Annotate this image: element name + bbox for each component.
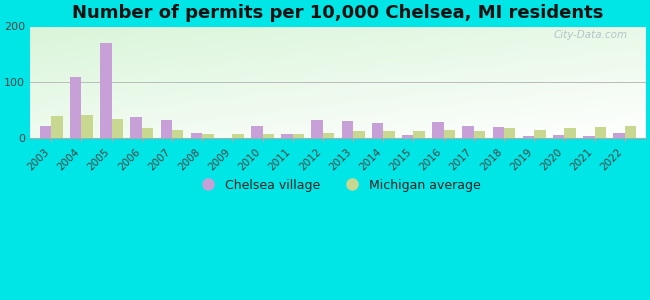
Bar	[142, 128, 153, 138]
Bar	[402, 135, 413, 138]
Bar	[100, 43, 112, 138]
Bar	[342, 122, 353, 138]
Bar	[384, 131, 395, 138]
Bar	[202, 134, 214, 138]
Bar	[553, 135, 564, 138]
Bar	[40, 126, 51, 138]
Bar	[353, 131, 365, 138]
Bar	[474, 131, 486, 138]
Bar	[190, 133, 202, 138]
Bar	[251, 126, 263, 138]
Bar	[504, 128, 515, 138]
Bar	[564, 128, 576, 138]
Bar	[232, 134, 244, 138]
Text: City-Data.com: City-Data.com	[553, 30, 627, 40]
Bar	[595, 127, 606, 138]
Bar	[625, 126, 636, 138]
Bar	[372, 123, 383, 138]
Bar	[323, 133, 334, 138]
Bar	[70, 77, 81, 138]
Bar	[131, 117, 142, 138]
Bar	[112, 118, 123, 138]
Legend: Chelsea village, Michigan average: Chelsea village, Michigan average	[190, 174, 486, 196]
Bar	[534, 130, 545, 138]
Bar	[292, 134, 304, 138]
Bar	[462, 126, 474, 138]
Bar	[81, 115, 93, 138]
Bar	[432, 122, 443, 138]
Bar	[263, 134, 274, 138]
Bar	[172, 130, 183, 138]
Bar	[583, 136, 595, 138]
Bar	[613, 133, 625, 138]
Bar	[493, 127, 504, 138]
Bar	[281, 134, 292, 138]
Bar	[443, 130, 455, 138]
Bar	[311, 120, 323, 138]
Bar	[413, 131, 425, 138]
Bar	[51, 116, 63, 138]
Bar	[523, 136, 534, 138]
Bar	[161, 120, 172, 138]
Title: Number of permits per 10,000 Chelsea, MI residents: Number of permits per 10,000 Chelsea, MI…	[72, 4, 604, 22]
